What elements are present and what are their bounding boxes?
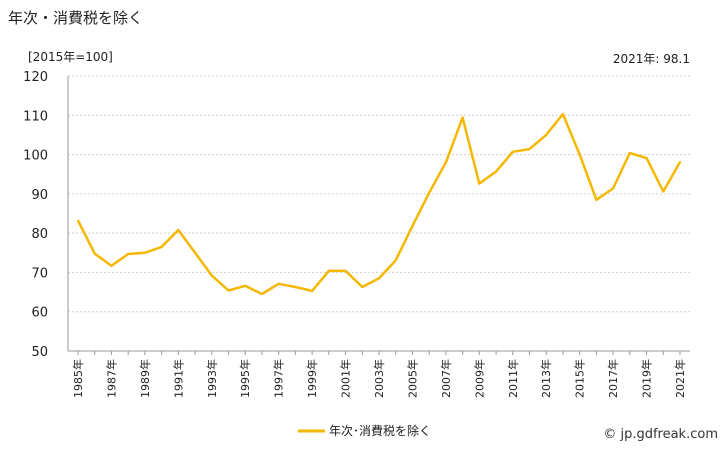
x-tick-label: 1987年 — [104, 359, 118, 398]
x-tick-label: 2001年 — [339, 359, 353, 398]
page-title: 年次・消費税を除く — [8, 9, 144, 27]
data-point — [227, 289, 230, 292]
data-point — [361, 285, 364, 288]
y-tick-label: 110 — [23, 109, 48, 124]
data-point — [210, 274, 213, 277]
data-point — [160, 245, 163, 248]
data-point — [511, 150, 514, 153]
data-point — [645, 157, 648, 160]
data-point — [411, 225, 414, 228]
data-point — [177, 229, 180, 231]
data-point — [478, 182, 481, 185]
data-point — [194, 251, 197, 254]
data-point — [244, 284, 247, 287]
y-axis-ticks: 50 60 70 80 90 100 110 120 — [23, 70, 48, 360]
data-point — [628, 152, 631, 154]
y-tick-label: 60 — [31, 306, 48, 321]
data-point — [528, 148, 531, 151]
data-point — [378, 277, 380, 280]
data-point — [143, 251, 146, 254]
data-point — [77, 219, 79, 222]
x-tick-label: 2017年 — [606, 359, 620, 398]
data-point — [127, 252, 130, 255]
y-tick-label: 100 — [23, 149, 48, 164]
series-group — [76, 112, 682, 296]
x-tick-label: 2021年 — [673, 359, 687, 398]
data-point — [662, 190, 665, 193]
x-axis-ticks: 1985年 1987年 1989年 1991年 1993年 1995年 1997年 1999年… — [71, 351, 687, 398]
y-tick-label: 90 — [31, 188, 48, 203]
x-tick-label: 2013年 — [539, 359, 553, 398]
x-tick-label: 1999年 — [305, 359, 319, 398]
data-point — [311, 289, 314, 292]
data-point — [545, 133, 548, 136]
data-point — [277, 282, 280, 285]
x-tick-label: 2003年 — [372, 359, 386, 398]
x-tick-label: 2009年 — [472, 359, 486, 398]
x-tick-label: 1989年 — [138, 359, 152, 398]
credit-text: © jp.gdfreak.com — [603, 427, 718, 442]
x-tick-label: 2005年 — [405, 359, 419, 398]
x-tick-label: 1995年 — [238, 359, 252, 398]
legend-label: 年次･消費税を除く — [329, 423, 431, 438]
data-point — [260, 293, 263, 296]
x-tick-label: 1997年 — [272, 359, 286, 398]
data-point — [394, 259, 397, 262]
data-point — [612, 187, 615, 190]
y-tick-label: 70 — [31, 266, 48, 281]
y-tick-label: 120 — [23, 70, 48, 85]
data-point — [495, 170, 498, 173]
data-point — [327, 269, 330, 272]
data-point — [93, 252, 96, 255]
data-point — [110, 264, 113, 267]
data-point — [428, 191, 431, 194]
grid-lines — [67, 75, 690, 352]
x-tick-label: 2015年 — [573, 359, 587, 398]
y-tick-label: 50 — [31, 345, 48, 360]
data-point — [444, 161, 447, 164]
series-line — [76, 112, 682, 296]
y-tick-label: 80 — [31, 227, 48, 242]
data-point — [595, 198, 598, 201]
data-point — [561, 113, 564, 116]
data-point — [344, 269, 347, 272]
x-tick-label: 1993年 — [205, 359, 219, 398]
legend: 年次･消費税を除く — [298, 423, 431, 438]
x-tick-label: 2011年 — [506, 359, 520, 398]
data-point — [578, 153, 581, 156]
x-tick-label: 1991年 — [171, 359, 185, 398]
x-tick-label: 1985年 — [71, 359, 85, 398]
unit-label: [2015年=100] — [28, 50, 113, 64]
latest-value-label: 2021年: 98.1 — [612, 52, 690, 66]
x-tick-label: 2007年 — [439, 359, 453, 398]
data-point — [461, 116, 464, 119]
data-point — [294, 285, 297, 288]
data-point — [679, 161, 681, 164]
x-tick-label: 2019年 — [640, 359, 654, 398]
